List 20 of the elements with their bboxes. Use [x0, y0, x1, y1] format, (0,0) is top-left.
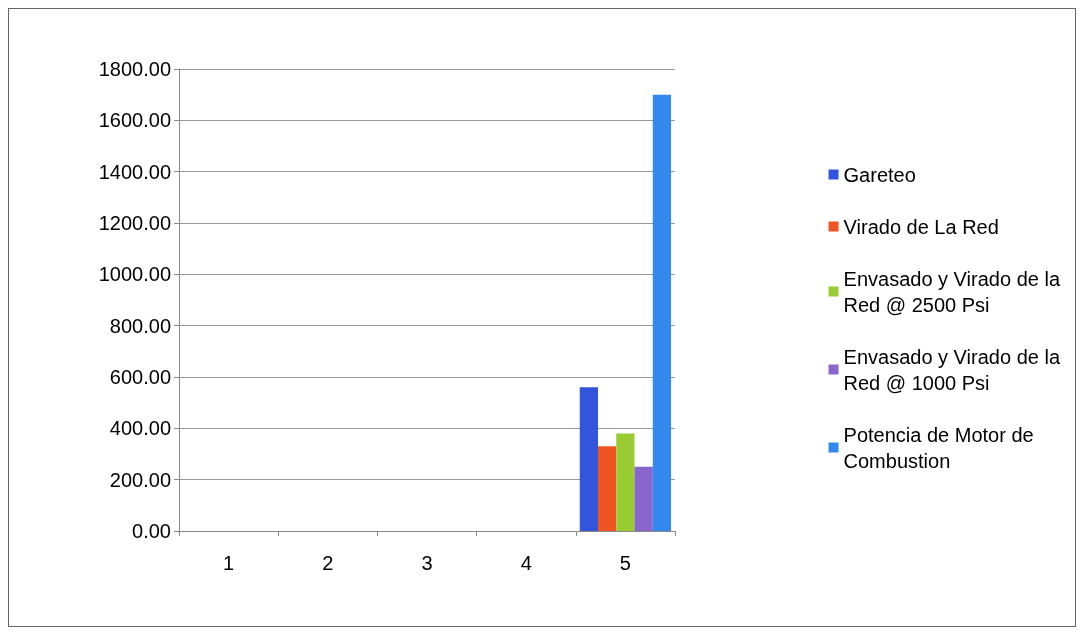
x-tick-label: 3 — [421, 552, 433, 574]
y-tick-label: 200.00 — [109, 468, 171, 491]
y-tick-label: 1000.00 — [98, 263, 171, 286]
y-tick-label: 1600.00 — [98, 109, 171, 132]
y-tick-label: 800.00 — [109, 314, 171, 337]
y-tick-label: 600.00 — [109, 366, 171, 388]
legend-label: Virado de La Red — [843, 215, 999, 238]
legend-label: Envasado y Virado de la Red @ 2500 Psi — [843, 267, 1061, 316]
legend-label: Envasado y Virado de la Red @ 1000 Psi — [843, 345, 1061, 394]
y-tick-label: 1400.00 — [98, 160, 171, 183]
x-tick-label: 4 — [520, 552, 532, 574]
x-tick-label: 5 — [619, 552, 631, 574]
x-tick-label: 1 — [223, 552, 235, 574]
y-tick-label: 1800.00 — [98, 58, 171, 80]
legend-label: Gareteo — [843, 163, 916, 186]
y-tick-label: 1200.00 — [98, 212, 171, 234]
y-tick-label: 0.00 — [132, 520, 171, 542]
x-tick-label: 2 — [322, 552, 334, 574]
y-tick-label: 400.00 — [109, 417, 171, 440]
legend-label: Potencia de Motor de Combustion — [843, 423, 1034, 472]
